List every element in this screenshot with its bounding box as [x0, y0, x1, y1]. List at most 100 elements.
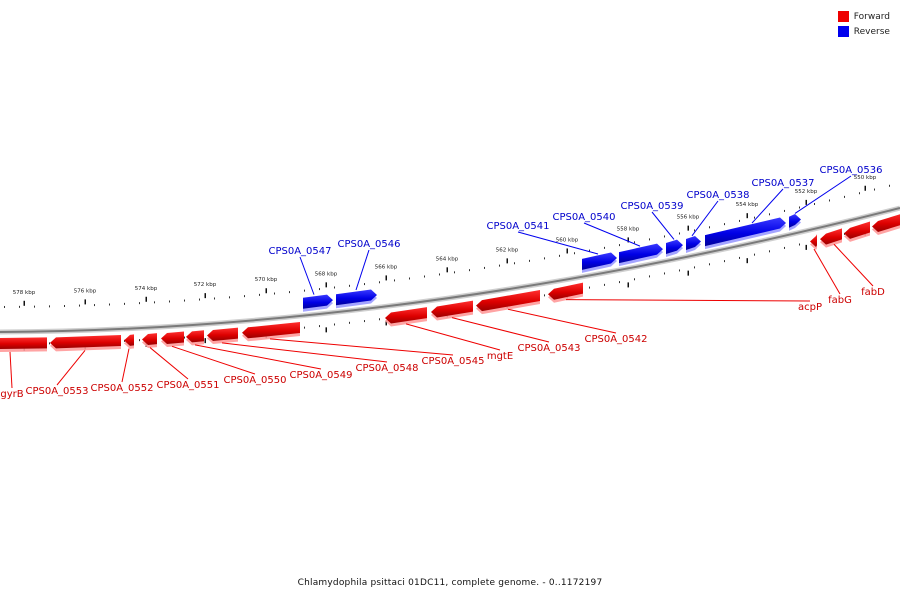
gene-arrow-extra-forward-1[interactable]	[872, 213, 900, 233]
legend: Forward Reverse	[837, 9, 890, 39]
gene-arrow-extra-forward-0[interactable]	[844, 221, 870, 239]
scale-dot-lower	[589, 286, 590, 289]
major-tick-lower	[325, 327, 327, 333]
scale-dot-upper	[664, 235, 665, 238]
gene-label-cps0a-0539[interactable]: CPS0A_0539	[620, 201, 683, 212]
label-leader-line	[651, 211, 675, 240]
gene-label-cps0a-0552[interactable]: CPS0A_0552	[90, 383, 153, 394]
scale-dot-upper	[604, 246, 605, 249]
gene-arrow-cps0a-0540[interactable]	[619, 243, 663, 264]
label-leader-line	[299, 256, 315, 295]
scale-dot-lower	[679, 269, 680, 272]
gene-label-cps0a-0550[interactable]: CPS0A_0550	[223, 375, 286, 386]
gene-label-cps0a-0540[interactable]: CPS0A_0540	[552, 212, 615, 223]
gene-label-fabd[interactable]: fabD	[861, 287, 885, 298]
major-tick-upper	[23, 300, 25, 306]
gene-label-cps0a-0545[interactable]: CPS0A_0545	[421, 356, 484, 367]
gene-arrow-fabd[interactable]	[820, 228, 842, 245]
gene-arrow-acpp[interactable]	[548, 282, 583, 300]
scale-dot-lower	[784, 246, 785, 249]
gene-arrow-cps0a-0537[interactable]	[705, 217, 786, 247]
gene-label-cps0a-0543[interactable]: CPS0A_0543	[517, 343, 580, 354]
gene-arrow-mgte[interactable]	[385, 307, 427, 324]
gene-label-fabg[interactable]: fabG	[828, 295, 852, 306]
gene-label-cps0a-0538[interactable]: CPS0A_0538	[686, 190, 749, 201]
gene-label-cps0a-0546[interactable]: CPS0A_0546	[337, 239, 400, 250]
gene-label-cps0a-0551[interactable]: CPS0A_0551	[156, 380, 219, 391]
gene-label-cps0a-0542[interactable]: CPS0A_0542	[584, 334, 647, 345]
gene-arrow-fabg[interactable]	[810, 234, 817, 247]
scale-dot-upper	[184, 299, 185, 302]
label-leader-line	[149, 347, 189, 380]
label-leader-line	[221, 342, 388, 363]
label-leader-line	[9, 351, 13, 389]
gene-arrow-gyrb[interactable]	[0, 337, 47, 350]
gene-track	[0, 213, 900, 353]
gene-label-cps0a-0553[interactable]: CPS0A_0553	[25, 386, 88, 397]
gene-label-cps0a-0537[interactable]: CPS0A_0537	[751, 178, 814, 189]
kbp-tick-label: 570 kbp	[255, 277, 278, 283]
gene-arrow-cps0a-0550[interactable]	[161, 331, 184, 344]
scale-dot-upper	[634, 241, 635, 244]
scale-dot-upper	[364, 283, 365, 286]
gene-arrow-cps0a-0542[interactable]	[476, 290, 540, 312]
kbp-tick-label: 576 kbp	[74, 288, 97, 294]
gene-arrow-cps0a-0546[interactable]	[336, 289, 377, 306]
gene-label-cps0a-0541[interactable]: CPS0A_0541	[486, 221, 549, 232]
gene-label-cps0a-0548[interactable]: CPS0A_0548	[355, 363, 418, 374]
gene-label-cps0a-0536[interactable]: CPS0A_0536	[819, 165, 882, 176]
major-tick-lower	[746, 258, 748, 264]
label-leader-line	[813, 248, 841, 295]
gene-arrow-cps0a-0543[interactable]	[431, 300, 473, 318]
scale-dot-upper	[394, 279, 395, 282]
forward-swatch	[837, 11, 849, 22]
gene-label-acpp[interactable]: acpP	[798, 302, 822, 313]
scale-dot-upper	[49, 305, 50, 308]
kbp-tick-label: 554 kbp	[736, 202, 759, 208]
major-tick-lower	[687, 270, 689, 276]
scale-dot-upper	[874, 188, 875, 191]
gene-arrow-cps0a-0549[interactable]	[186, 330, 204, 343]
scale-dot-lower	[649, 275, 650, 278]
scale-dot-upper	[214, 297, 215, 300]
gene-arrow-cps0a-0538[interactable]	[686, 235, 701, 251]
gene-label-mgte[interactable]: mgtE	[487, 351, 513, 362]
gene-arrow-cps0a-0553[interactable]	[50, 334, 121, 349]
major-tick-lower	[805, 244, 807, 250]
scale-dot-lower	[184, 336, 185, 339]
scale-dot-lower	[124, 339, 125, 342]
scale-dot-upper	[229, 296, 230, 299]
gene-arrow-cps0a-0552[interactable]	[124, 334, 134, 346]
scale-dot-upper	[199, 298, 200, 301]
label-leader-line	[507, 308, 617, 334]
major-tick-upper	[385, 275, 387, 281]
gene-arrow-cps0a-0545[interactable]	[242, 322, 300, 339]
major-tick-lower	[204, 338, 206, 344]
gene-label-cps0a-0547[interactable]: CPS0A_0547	[268, 246, 331, 257]
label-leader-line	[751, 188, 784, 224]
kbp-tick-label: 550 kbp	[854, 175, 877, 181]
scale-dot-lower	[544, 294, 545, 297]
scale-dot-lower	[379, 318, 380, 321]
scale-dot-upper	[589, 249, 590, 252]
scale-dot-lower	[334, 323, 335, 326]
gene-labels: CPS0A_0547 CPS0A_0546 CPS0A_0541CPS0A_0540…	[0, 165, 885, 400]
gene-label-gyrb[interactable]: gyrB	[0, 389, 23, 400]
label-leader-line	[121, 348, 130, 383]
gene-arrow-cps0a-0541[interactable]	[582, 252, 617, 270]
scale-dot-upper	[379, 281, 380, 284]
gene-arrow-cps0a-0548[interactable]	[207, 327, 238, 341]
gene-arrow-cps0a-0551[interactable]	[142, 333, 157, 345]
scale-dot-upper	[439, 273, 440, 276]
scale-dot-lower	[139, 339, 140, 342]
gene-arrow-cps0a-0547[interactable]	[303, 294, 333, 309]
scale-dot-upper	[79, 304, 80, 307]
scale-dot-upper	[484, 266, 485, 269]
gene-arrow-cps0a-0539[interactable]	[666, 239, 683, 255]
gene-arrow-cps0a-0536[interactable]	[789, 214, 801, 228]
scale-dot-upper	[124, 302, 125, 305]
scale-dot-lower	[709, 263, 710, 266]
scale-dot-upper	[859, 192, 860, 195]
gene-label-cps0a-0549[interactable]: CPS0A_0549	[289, 370, 352, 381]
scale-dot-upper	[349, 284, 350, 287]
